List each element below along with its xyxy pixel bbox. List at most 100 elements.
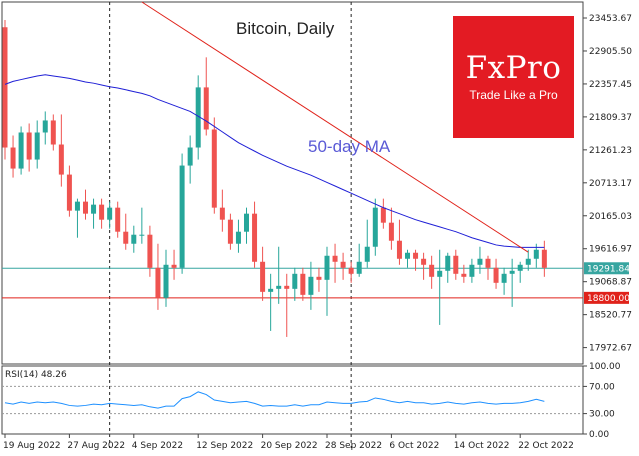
candle-down	[203, 87, 209, 130]
ma-annotation: 50-day MA	[308, 137, 391, 156]
brand-slogan: Trade Like a Pro	[469, 88, 558, 102]
x-tick-label: 14 Oct 2022	[454, 441, 510, 451]
candle-down	[147, 234, 153, 268]
candle-down	[380, 207, 386, 223]
candle-down	[340, 261, 346, 268]
candle-up	[477, 258, 483, 265]
candle-down	[171, 264, 177, 268]
candle-up	[533, 249, 539, 259]
candle-up	[74, 201, 80, 211]
candle-up	[308, 276, 314, 295]
candle-up	[163, 264, 169, 298]
candle-down	[83, 201, 88, 214]
candle-up	[91, 204, 97, 214]
candle-down	[227, 219, 233, 244]
candle-down	[413, 252, 419, 259]
candle-up	[42, 120, 48, 133]
candle-down	[58, 144, 64, 175]
candle-up	[364, 246, 370, 262]
trendline	[141, 1, 529, 253]
candle-down	[66, 174, 72, 211]
candle-down	[421, 258, 427, 265]
y-tick-label: 23453.67	[589, 14, 632, 24]
ma50-line	[4, 74, 545, 248]
candle-down	[10, 147, 16, 169]
candle-up	[372, 207, 378, 247]
rsi-panel-frame	[1, 365, 584, 435]
x-tick-label: 6 Oct 2022	[389, 441, 439, 451]
candle-down	[284, 285, 290, 289]
candle-up	[18, 132, 24, 169]
candle-down	[493, 267, 499, 283]
y-tick-label: 20713.17	[589, 179, 632, 189]
candle-up	[469, 264, 475, 277]
candle-up	[235, 231, 241, 244]
y-tick-label: 20165.03	[589, 212, 632, 222]
candle-up	[268, 288, 274, 292]
candle-down	[388, 222, 394, 241]
rsi-tick-label: 30.00	[589, 410, 615, 420]
candle-down	[485, 258, 491, 268]
candle-down	[123, 231, 129, 244]
candle-up	[525, 258, 531, 265]
candle-down	[348, 267, 354, 274]
candle-up	[405, 252, 410, 259]
x-tick-label: 20 Sep 2022	[261, 441, 318, 451]
candle-up	[292, 273, 298, 289]
candle-up	[179, 165, 185, 268]
y-tick-label: 21261.23	[589, 146, 632, 156]
candle-down	[396, 240, 402, 259]
candle-up	[356, 261, 362, 274]
candle-down	[541, 249, 547, 268]
x-tick-label: 4 Sep 2022	[132, 441, 183, 451]
rsi-tick-label: 100.00	[589, 362, 621, 372]
candle-up	[195, 87, 201, 148]
candle-up	[131, 234, 137, 244]
rsi-label: RSI(14) 48.26	[5, 370, 67, 380]
y-tick-label: 18520.77	[589, 311, 632, 321]
candle-down	[2, 27, 8, 148]
candle-down	[461, 273, 467, 277]
candle-up	[509, 270, 515, 274]
current-price-value: 19291.84	[587, 264, 630, 274]
candle-down	[50, 120, 56, 145]
candle-up	[324, 255, 330, 280]
candle-up	[437, 270, 443, 277]
candle-down	[300, 273, 306, 295]
chart-title: Bitcoin, Daily	[236, 19, 335, 38]
level-price-tag	[584, 291, 629, 304]
rsi-tick-label: 0.00	[589, 430, 609, 440]
candle-down	[453, 255, 459, 274]
candle-down	[429, 264, 435, 277]
y-tick-label: 19068.87	[589, 278, 632, 288]
candle-up	[139, 234, 145, 236]
candle-up	[34, 132, 40, 160]
current-price-tag	[584, 262, 629, 275]
candle-up	[517, 264, 523, 271]
candle-down	[252, 213, 258, 262]
candle-down	[155, 267, 161, 298]
candle-up	[501, 273, 507, 283]
y-tick-label: 22357.45	[589, 80, 632, 90]
candle-up	[244, 213, 249, 232]
y-tick-label: 22905.50	[589, 47, 632, 57]
y-tick-label: 17972.67	[589, 344, 632, 354]
brand-name: FxPro	[465, 50, 562, 86]
fxpro-logo: FxPro Trade Like a Pro	[453, 16, 574, 138]
candle-up	[187, 147, 193, 166]
candle-down	[115, 207, 121, 232]
candle-down	[260, 261, 266, 292]
candle-up	[276, 285, 282, 289]
candle-down	[316, 276, 322, 280]
x-tick-label: 12 Sep 2022	[196, 441, 253, 451]
rsi-tick-label: 70.00	[589, 382, 615, 392]
candle-down	[332, 255, 338, 262]
y-tick-label: 21809.37	[589, 113, 632, 123]
x-tick-label: 28 Sep 2022	[325, 441, 382, 451]
candle-up	[107, 207, 113, 220]
rsi-line	[4, 391, 545, 409]
candle-down	[211, 129, 217, 208]
x-tick-label: 19 Aug 2022	[3, 441, 61, 451]
candle-up	[445, 255, 451, 271]
